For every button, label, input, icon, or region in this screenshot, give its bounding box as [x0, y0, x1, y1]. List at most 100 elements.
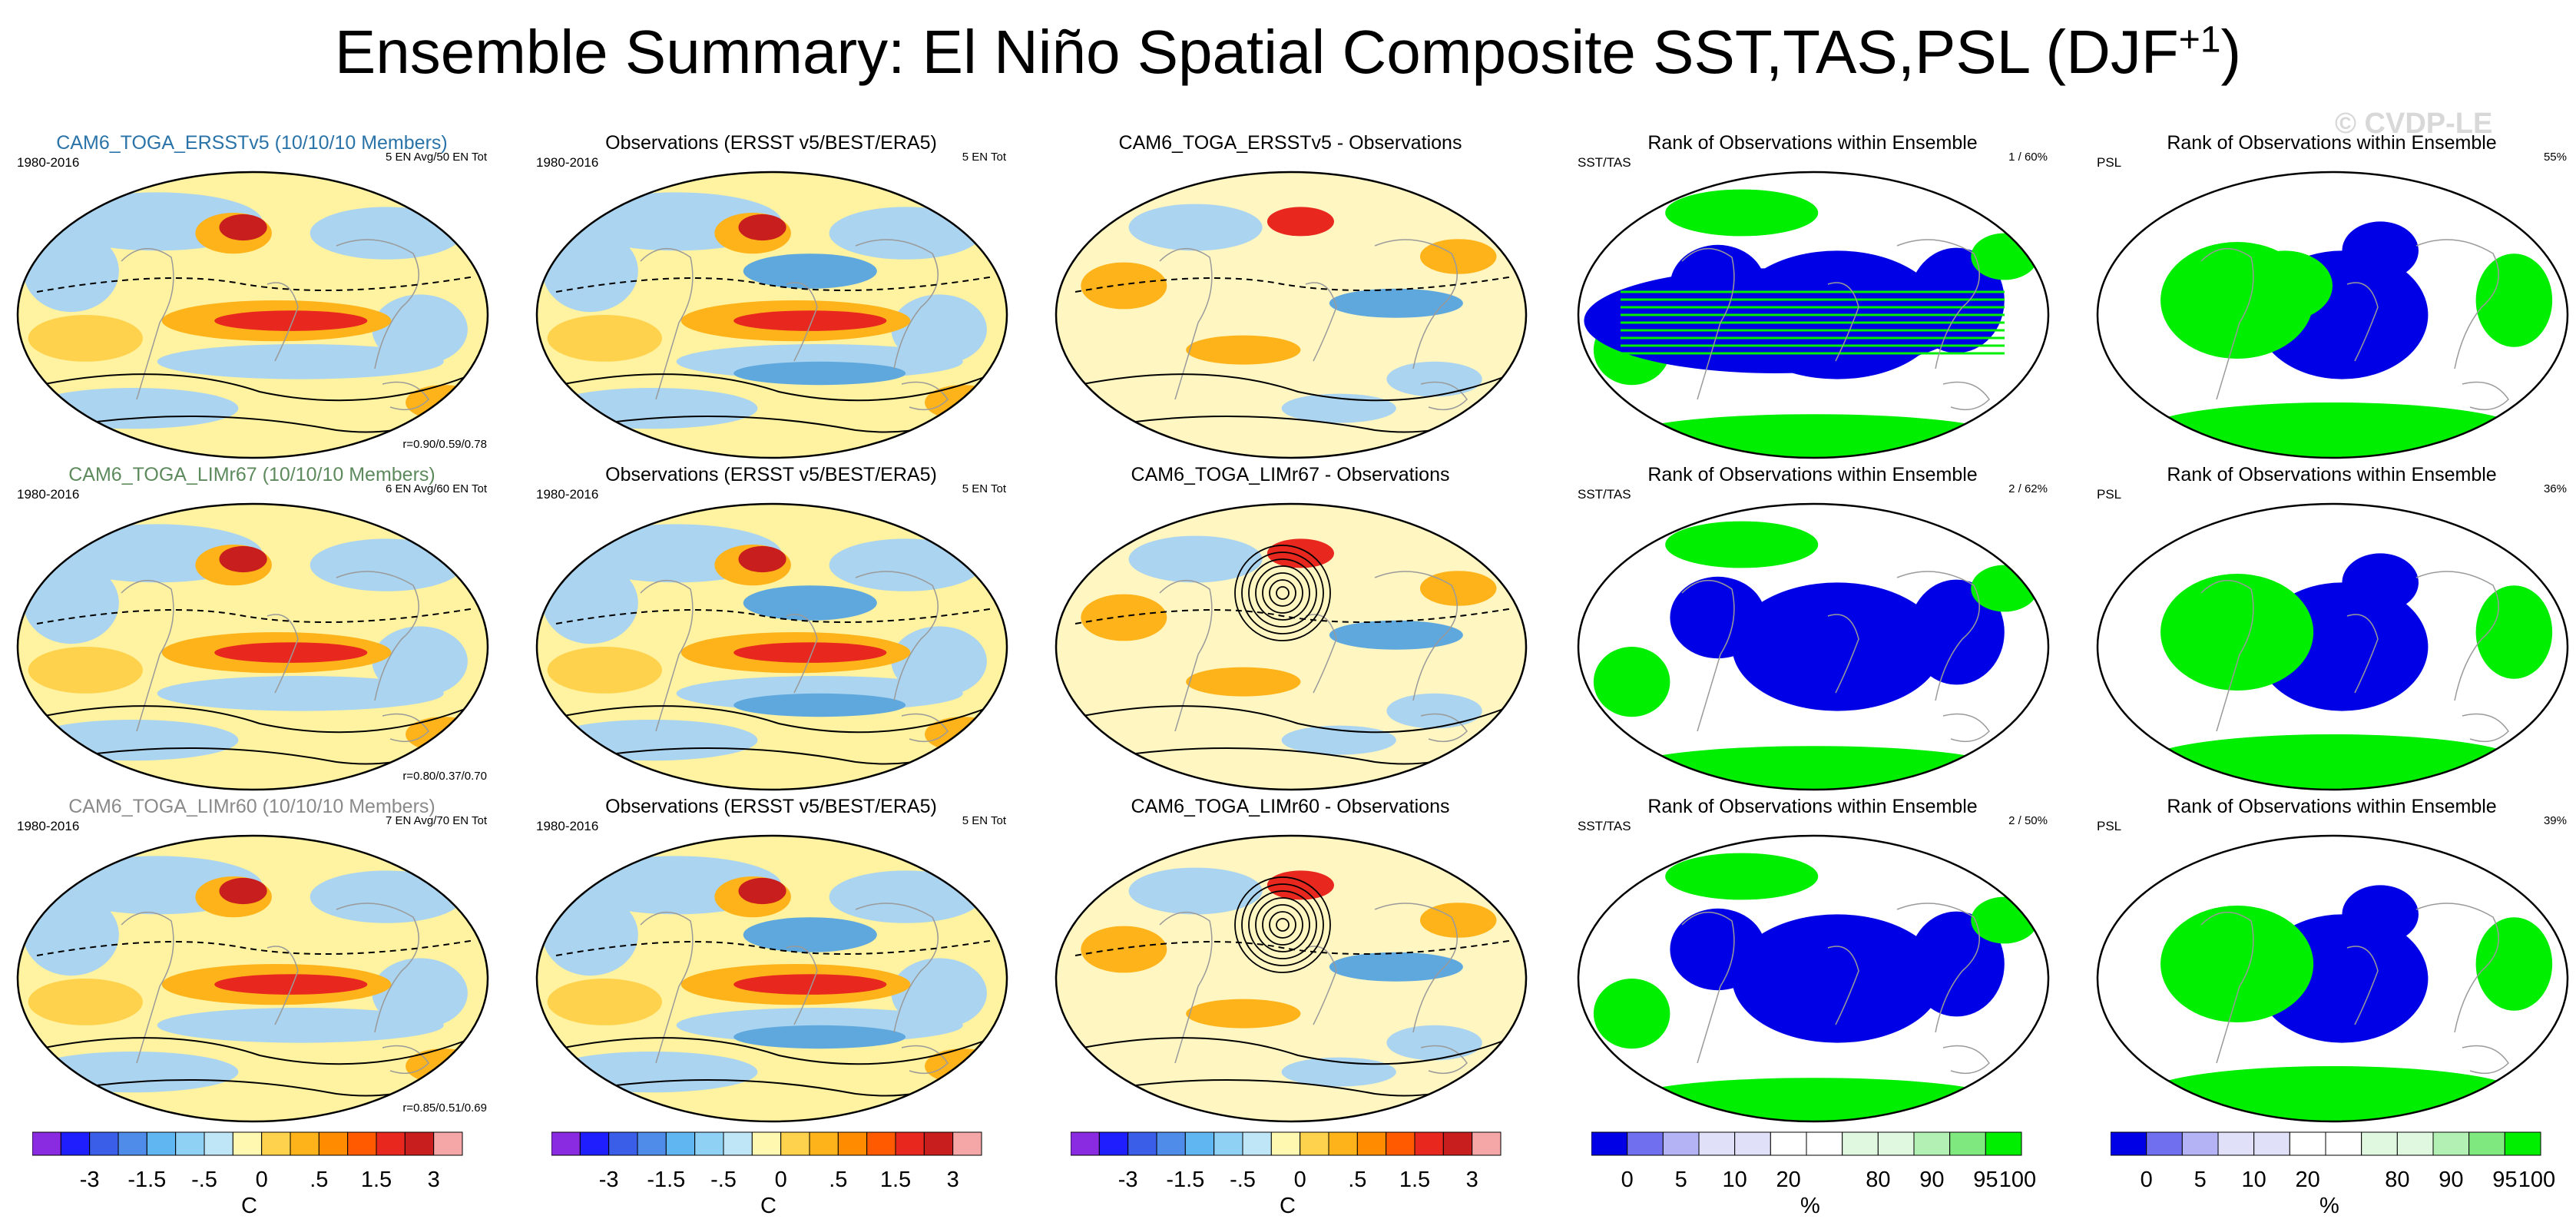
- colorbar-swatch: [1242, 1131, 1272, 1156]
- colorbar-tick-label: 95: [1973, 1168, 1998, 1192]
- ensemble-panel: CAM6_TOGA_ERSSTv5 (10/10/10 Members) 1980…: [6, 132, 498, 462]
- difference-panel: CAM6_TOGA_LIMr67 - Observations: [1045, 464, 1536, 794]
- colorbar-tick-label: 0: [774, 1168, 787, 1192]
- colorbar-anomaly-3: -3 -1.5 -.5 0 .5 1.5 3 C: [1071, 1129, 1508, 1218]
- map-region: [214, 310, 368, 331]
- map-region: [1732, 914, 1942, 1043]
- colorbar-swatch: [32, 1131, 61, 1156]
- map-region: [1622, 414, 2005, 458]
- map-border: [16, 171, 489, 459]
- colorbar-tick-label: 0: [255, 1168, 268, 1192]
- coastline: [2200, 247, 2254, 400]
- map-region: [28, 979, 143, 1025]
- world-map: [1055, 834, 1528, 1123]
- colorbar-swatch: [347, 1131, 377, 1156]
- event-count: 5 EN Tot: [962, 151, 1006, 164]
- world-map: [1055, 502, 1528, 791]
- world-map: [1577, 834, 2050, 1123]
- colorbar-swatch: [2217, 1131, 2255, 1156]
- coastline: [267, 282, 299, 362]
- map-region: [925, 385, 1002, 420]
- colorbar-swatch: [1098, 1131, 1129, 1156]
- observations-panel: Observations (ERSST v5/BEST/ERA5) 1980-20…: [525, 132, 1017, 462]
- colorbar-swatch: [751, 1131, 782, 1156]
- rank-percent: 55%: [2543, 151, 2567, 164]
- map-region: [1593, 979, 1670, 1049]
- psl-contour: [555, 939, 995, 956]
- panel-title: CAM6_TOGA_LIMr60 - Observations: [1131, 796, 1450, 817]
- colorbar-swatch: [2111, 1131, 2147, 1156]
- coastline: [121, 579, 174, 732]
- colorbar-tick-label: 95: [2492, 1168, 2518, 1192]
- map-region: [1665, 521, 1819, 568]
- rank-psl-panel: Rank of Observations within Ensemble PSL 5…: [2086, 132, 2576, 462]
- map-region: [829, 207, 982, 260]
- rank-percent: 36%: [2543, 482, 2567, 495]
- map-region: [1186, 667, 1301, 697]
- colorbar-tick-label: .5: [829, 1168, 848, 1192]
- map-region: [891, 294, 987, 365]
- colorbar-swatch: [780, 1131, 810, 1156]
- coastline: [2346, 946, 2379, 1025]
- coastline: [1827, 946, 1859, 1025]
- coastline: [1827, 614, 1859, 694]
- colorbar-unit: C: [760, 1194, 776, 1218]
- map-region: [23, 561, 119, 644]
- year-range: 1980-2016: [17, 487, 80, 502]
- colorbar-swatch: [608, 1131, 638, 1156]
- coastline: [855, 571, 939, 701]
- colorbar-swatch: [1386, 1131, 1415, 1156]
- world-map: [16, 502, 489, 791]
- rank-sst-panel: Rank of Observations within Ensemble SST/…: [1567, 464, 2058, 794]
- colorbar-rank-1: 0 5 10 20 80 90 95 100%: [1591, 1129, 2036, 1218]
- map-region: [2342, 885, 2419, 944]
- colorbar-swatch: [433, 1131, 463, 1156]
- map-region: [406, 717, 482, 752]
- map-region: [829, 538, 982, 591]
- colorbar-swatch: [866, 1131, 896, 1156]
- coastline: [1305, 614, 1337, 694]
- colorbar-swatch: [2361, 1131, 2398, 1156]
- coastline: [382, 1045, 429, 1075]
- colorbar-swatch: [60, 1131, 91, 1156]
- psl-contour: [36, 939, 475, 956]
- variable-label: PSL: [2097, 487, 2122, 502]
- coastline: [2200, 579, 2254, 732]
- panel-title: CAM6_TOGA_LIMr67 (10/10/10 Members): [68, 464, 435, 485]
- map-region: [1081, 926, 1167, 973]
- colorbar-swatch: [1591, 1131, 1628, 1156]
- map-region: [829, 870, 982, 923]
- colorbar-swatch: [1877, 1131, 1915, 1156]
- colorbar-swatch: [1734, 1131, 1771, 1156]
- map-border: [1055, 171, 1528, 459]
- colorbar-swatch: [1071, 1131, 1100, 1156]
- world-map: [16, 834, 489, 1123]
- coastline: [1420, 713, 1468, 743]
- colorbar-anomaly-1: -3 -1.5 -.5 0 .5 1.5 3 C: [32, 1129, 470, 1218]
- map-border: [2096, 834, 2569, 1123]
- colorbar-tick-label: -.5: [191, 1168, 217, 1192]
- map-region: [547, 1052, 758, 1093]
- map-region: [547, 388, 758, 429]
- colorbar-tick-label: -1.5: [1166, 1168, 1205, 1192]
- map-region: [1622, 746, 2005, 790]
- map-region: [157, 676, 444, 711]
- coastline: [1159, 579, 1213, 732]
- world-map: [16, 171, 489, 459]
- rank-psl-panel: Rank of Observations within Ensemble PSL 3…: [2086, 796, 2576, 1126]
- psl-contour: [1276, 918, 1290, 932]
- psl-contour: [36, 608, 475, 624]
- psl-contour: [36, 276, 475, 293]
- rank-percent: 2 / 50%: [2008, 814, 2048, 827]
- coastline: [2415, 571, 2499, 701]
- colorbar-tick-label: -1.5: [647, 1168, 686, 1192]
- colorbar-swatches: [2111, 1131, 2541, 1156]
- psl-contour: [563, 705, 987, 734]
- colorbar-swatch: [2504, 1131, 2541, 1156]
- coastline: [901, 713, 949, 743]
- world-map: [535, 834, 1008, 1123]
- map-region: [219, 545, 267, 573]
- coastline: [640, 911, 694, 1064]
- colorbar-swatch: [1913, 1131, 1951, 1156]
- colorbar-tick-label: -3: [1117, 1168, 1138, 1192]
